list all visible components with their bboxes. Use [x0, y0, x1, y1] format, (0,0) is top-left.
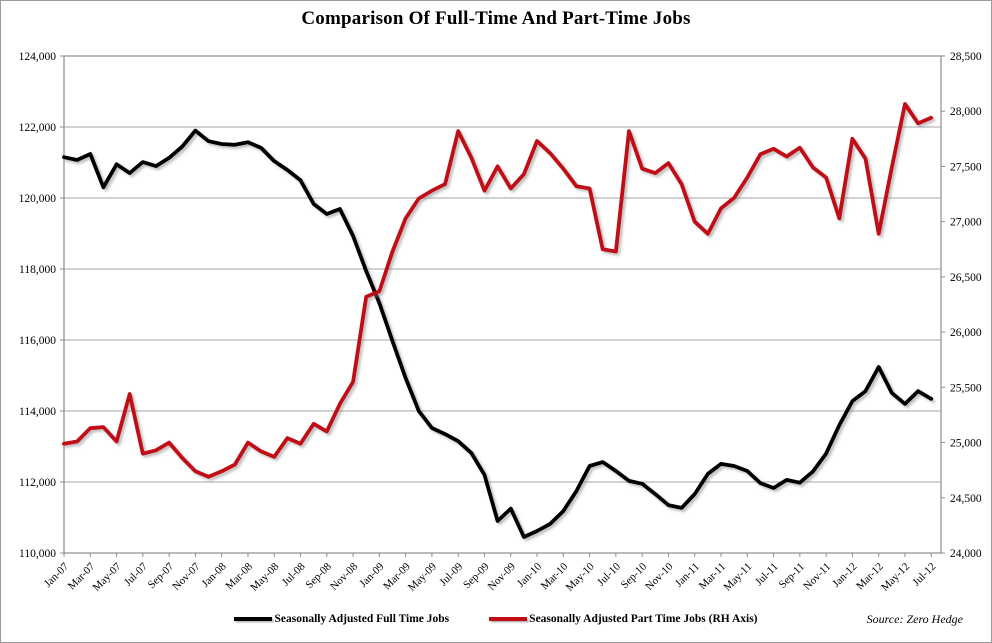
svg-text:May-10: May-10: [564, 560, 597, 593]
svg-text:Jul-12: Jul-12: [910, 561, 938, 589]
svg-text:25,000: 25,000: [950, 438, 982, 450]
svg-text:May-09: May-09: [406, 560, 439, 593]
svg-text:116,000: 116,000: [19, 335, 56, 347]
source-credit: Source: Zero Hedge: [866, 612, 963, 626]
svg-text:28,500: 28,500: [950, 51, 982, 63]
svg-text:28,000: 28,000: [950, 106, 982, 118]
left-axis-labels: 124,000 122,000 120,000 118,000 116,000 114,0…: [19, 51, 64, 560]
svg-text:May-11: May-11: [722, 561, 755, 594]
svg-text:Nov-11: Nov-11: [801, 561, 833, 593]
series-full-time-line: [62, 128, 934, 539]
svg-text:Jul-11: Jul-11: [753, 561, 781, 589]
plot-border: [63, 55, 942, 554]
grid-lines: [64, 126, 941, 483]
svg-text:110,000: 110,000: [19, 548, 56, 560]
svg-text:Nov-10: Nov-10: [643, 560, 676, 593]
svg-text:24,500: 24,500: [950, 493, 982, 505]
svg-text:Nov-08: Nov-08: [328, 560, 361, 593]
legend-label-full-time: Seasonally Adjusted Full Time Jobs: [274, 613, 450, 625]
svg-text:May-07: May-07: [91, 560, 124, 593]
svg-text:26,500: 26,500: [950, 272, 982, 284]
svg-text:Nov-09: Nov-09: [486, 560, 519, 593]
svg-text:122,000: 122,000: [19, 122, 57, 134]
svg-text:25,500: 25,500: [950, 382, 982, 394]
legend-item-full-time: Seasonally Adjusted Full Time Jobs: [234, 613, 449, 625]
svg-text:118,000: 118,000: [19, 264, 56, 276]
x-axis-labels: Jan-07Mar-07May-07Jul-07Sep-07Nov-07Jan-…: [42, 553, 938, 594]
full-time-line-swatch: [234, 617, 273, 621]
chart-title: Comparison Of Full-Time And Part-Time Jo…: [301, 8, 691, 29]
series-part-time-line: [62, 102, 934, 479]
svg-text:120,000: 120,000: [19, 193, 57, 205]
svg-text:27,000: 27,000: [950, 217, 982, 229]
svg-text:124,000: 124,000: [19, 51, 57, 63]
svg-text:24,000: 24,000: [950, 548, 982, 560]
part-time-line-swatch: [489, 617, 528, 621]
svg-text:26,000: 26,000: [950, 327, 982, 339]
svg-text:27,500: 27,500: [950, 161, 982, 173]
legend-label-part-time: Seasonally Adjusted Part Time Jobs (RH A…: [529, 613, 758, 625]
svg-text:May-12: May-12: [879, 561, 912, 594]
svg-text:112,000: 112,000: [19, 477, 56, 489]
right-axis-labels: 28,500 28,000 27,500 27,000 26,500 26,000 25,5…: [941, 51, 982, 560]
svg-text:Nov-07: Nov-07: [170, 560, 203, 593]
svg-text:114,000: 114,000: [19, 406, 56, 418]
chart-legend: Seasonally Adjusted Full Time Jobs Seaso…: [1, 613, 991, 625]
svg-text:May-08: May-08: [248, 560, 281, 593]
legend-item-part-time: Seasonally Adjusted Part Time Jobs (RH A…: [489, 613, 758, 625]
